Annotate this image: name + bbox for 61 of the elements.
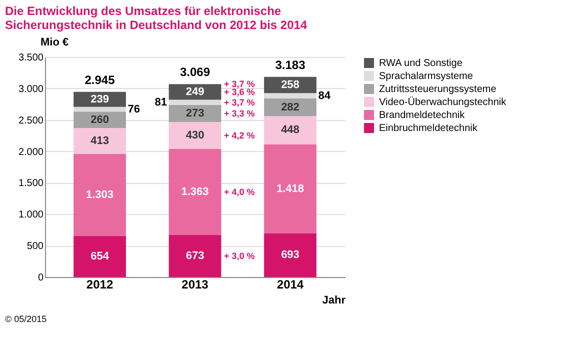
legend-label: Video-Überwachungstechnik bbox=[379, 96, 508, 108]
data-label: 448 bbox=[281, 124, 300, 136]
annotation: + 3,7 % bbox=[224, 79, 255, 90]
y-tick-label: 2.000 bbox=[18, 146, 44, 158]
data-label: 239 bbox=[90, 93, 109, 106]
chart-title: Die Entwicklung des Umsatzes für elektronische Sicherungstechnik in Deutschland von 2012 bis 2014 bbox=[5, 4, 308, 32]
text: © 05/2015 bbox=[5, 314, 47, 324]
y-tick-label: 500 bbox=[26, 241, 44, 252]
data-label: 81 bbox=[154, 96, 167, 108]
bar bbox=[74, 106, 126, 112]
bar bbox=[74, 154, 126, 236]
data-label: 258 bbox=[281, 79, 300, 92]
data-label: 413 bbox=[90, 135, 109, 148]
x-tick-label: 2014 bbox=[276, 278, 304, 292]
total-label: 3.183 bbox=[275, 58, 306, 72]
bar bbox=[264, 93, 316, 98]
data-label: 249 bbox=[186, 86, 204, 98]
bar bbox=[264, 116, 316, 144]
total-label: 2.945 bbox=[84, 72, 116, 87]
legend-label: RWA und Sonstige bbox=[379, 58, 463, 69]
x-tick-label: 2012 bbox=[86, 278, 114, 292]
bar bbox=[264, 144, 316, 234]
legend-label: Einbruchmeldetechnik bbox=[379, 123, 478, 134]
y-tick-label: 3.500 bbox=[18, 52, 44, 64]
data-label: 693 bbox=[281, 249, 300, 262]
data-label: 654 bbox=[90, 250, 110, 262]
total-label: 3.069 bbox=[180, 65, 210, 80]
annotation: + 4,0 % bbox=[224, 186, 255, 197]
bar bbox=[74, 128, 126, 154]
y-tick-label: 2.500 bbox=[18, 115, 44, 126]
legend-label: Zutrittssteuerungssysteme bbox=[379, 84, 497, 95]
data-label: 673 bbox=[186, 250, 204, 262]
x-axis-title: Jahr bbox=[322, 294, 346, 306]
bar bbox=[168, 149, 222, 235]
data-label: 260 bbox=[90, 114, 109, 126]
bar bbox=[74, 112, 126, 128]
legend-label: Sprachalarmsysteme bbox=[379, 71, 474, 82]
data-label: 273 bbox=[186, 107, 204, 120]
annotation: + 3,0 % bbox=[224, 250, 255, 261]
legend-label: Brandmeldetechnik bbox=[379, 110, 466, 121]
data-label: 1.303 bbox=[86, 188, 114, 201]
data-label: 282 bbox=[281, 101, 300, 114]
y-axis-title: Mio € bbox=[40, 36, 69, 48]
bar bbox=[168, 122, 222, 150]
annotation: + 3,3 % bbox=[224, 108, 255, 118]
data-label: 84 bbox=[318, 90, 332, 102]
bar bbox=[74, 236, 126, 277]
data-label: 1.363 bbox=[181, 186, 209, 198]
x-tick-label: 2013 bbox=[182, 278, 209, 292]
y-tick-label: 1.500 bbox=[18, 178, 44, 190]
annotation: + 4,2 % bbox=[224, 130, 255, 141]
annotation: + 3,7 % bbox=[224, 97, 255, 108]
bar bbox=[168, 100, 222, 105]
bar bbox=[264, 233, 316, 277]
data-label: 1.418 bbox=[276, 182, 304, 195]
y-tick-label: 0 bbox=[38, 272, 44, 284]
data-label: 430 bbox=[186, 130, 204, 142]
y-tick-label: 1.000 bbox=[18, 210, 44, 221]
bar bbox=[168, 234, 222, 277]
y-tick-label: 3.000 bbox=[18, 84, 44, 95]
data-label: 76 bbox=[128, 103, 140, 116]
